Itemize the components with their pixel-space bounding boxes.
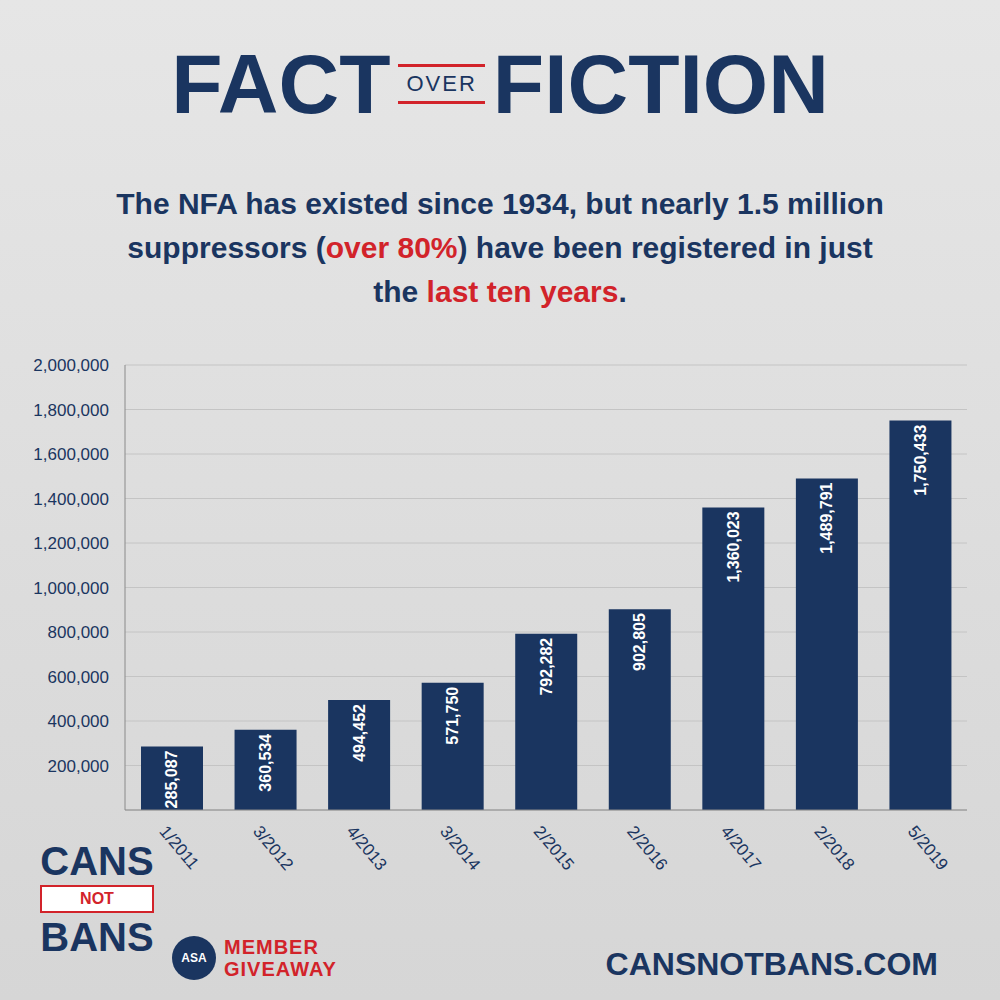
svg-text:1/2011: 1/2011	[156, 822, 203, 873]
svg-text:902,805: 902,805	[631, 613, 648, 671]
svg-text:3/2012: 3/2012	[249, 822, 297, 874]
svg-text:1,750,433: 1,750,433	[912, 424, 929, 495]
svg-text:1,489,791: 1,489,791	[818, 482, 835, 553]
svg-text:571,750: 571,750	[444, 687, 461, 745]
svg-text:4/2013: 4/2013	[343, 822, 391, 874]
svg-text:1,360,023: 1,360,023	[725, 511, 742, 582]
svg-text:3/2014: 3/2014	[436, 822, 484, 874]
svg-text:494,452: 494,452	[351, 704, 368, 762]
svg-text:5/2019: 5/2019	[904, 822, 952, 874]
svg-text:360,534: 360,534	[257, 734, 274, 792]
html-text:GIVEAWAY: GIVEAWAY	[224, 958, 337, 980]
svg-text:800,000: 800,000	[48, 623, 109, 642]
svg-text:2/2018: 2/2018	[810, 822, 858, 874]
html-text:FICTION: FICTION	[492, 37, 829, 131]
html-text:The NFA has existed since 1934: The NFA has existed since 1934, but near…	[116, 187, 884, 308]
svg-text:1,400,000: 1,400,000	[33, 490, 109, 509]
svg-text:2,000,000: 2,000,000	[33, 356, 109, 375]
svg-text:1,600,000: 1,600,000	[33, 445, 109, 464]
html-text:FACT: FACT	[171, 37, 391, 131]
svg-text:2/2015: 2/2015	[530, 822, 578, 874]
svg-text:792,282: 792,282	[538, 638, 555, 696]
svg-text:1,200,000: 1,200,000	[33, 534, 109, 553]
svg-text:2/2016: 2/2016	[623, 822, 671, 874]
html-text:OVER: OVER	[406, 71, 477, 96]
svg-text:200,000: 200,000	[48, 757, 109, 776]
svg-text:4/2017: 4/2017	[717, 822, 765, 874]
html-text:MEMBER: MEMBER	[224, 936, 319, 958]
svg-text:600,000: 600,000	[48, 668, 109, 687]
svg-text:1,800,000: 1,800,000	[33, 401, 109, 420]
html-text:ASA: ASA	[181, 951, 207, 965]
svg-text:400,000: 400,000	[48, 712, 109, 731]
html-text:NOT: NOT	[80, 890, 114, 907]
svg-text:285,087: 285,087	[164, 750, 181, 808]
html-text:CANS: CANS	[40, 839, 154, 883]
svg-text:1,000,000: 1,000,000	[33, 579, 109, 598]
html-text:BANS: BANS	[40, 915, 154, 959]
html-text:CANSNOTBANS.COM: CANSNOTBANS.COM	[605, 946, 938, 982]
